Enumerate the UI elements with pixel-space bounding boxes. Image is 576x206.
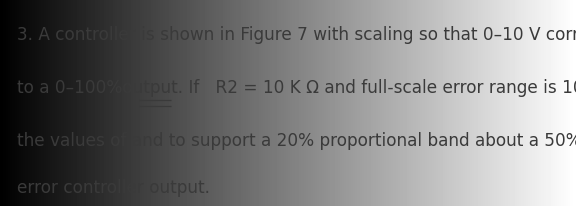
Text: the values of and to support a 20% proportional band about a 50% zero-: the values of and to support a 20% propo… xyxy=(17,131,576,149)
Text: 3. A controller is shown in Figure 7 with scaling so that 0–10 V corresponds: 3. A controller is shown in Figure 7 wit… xyxy=(17,26,576,44)
Text: error controller output.: error controller output. xyxy=(17,179,210,196)
Text: to a 0–100%output. If   R2 = 10 K Ω and full-scale error range is 10 V, find: to a 0–100%output. If R2 = 10 K Ω and fu… xyxy=(17,79,576,96)
